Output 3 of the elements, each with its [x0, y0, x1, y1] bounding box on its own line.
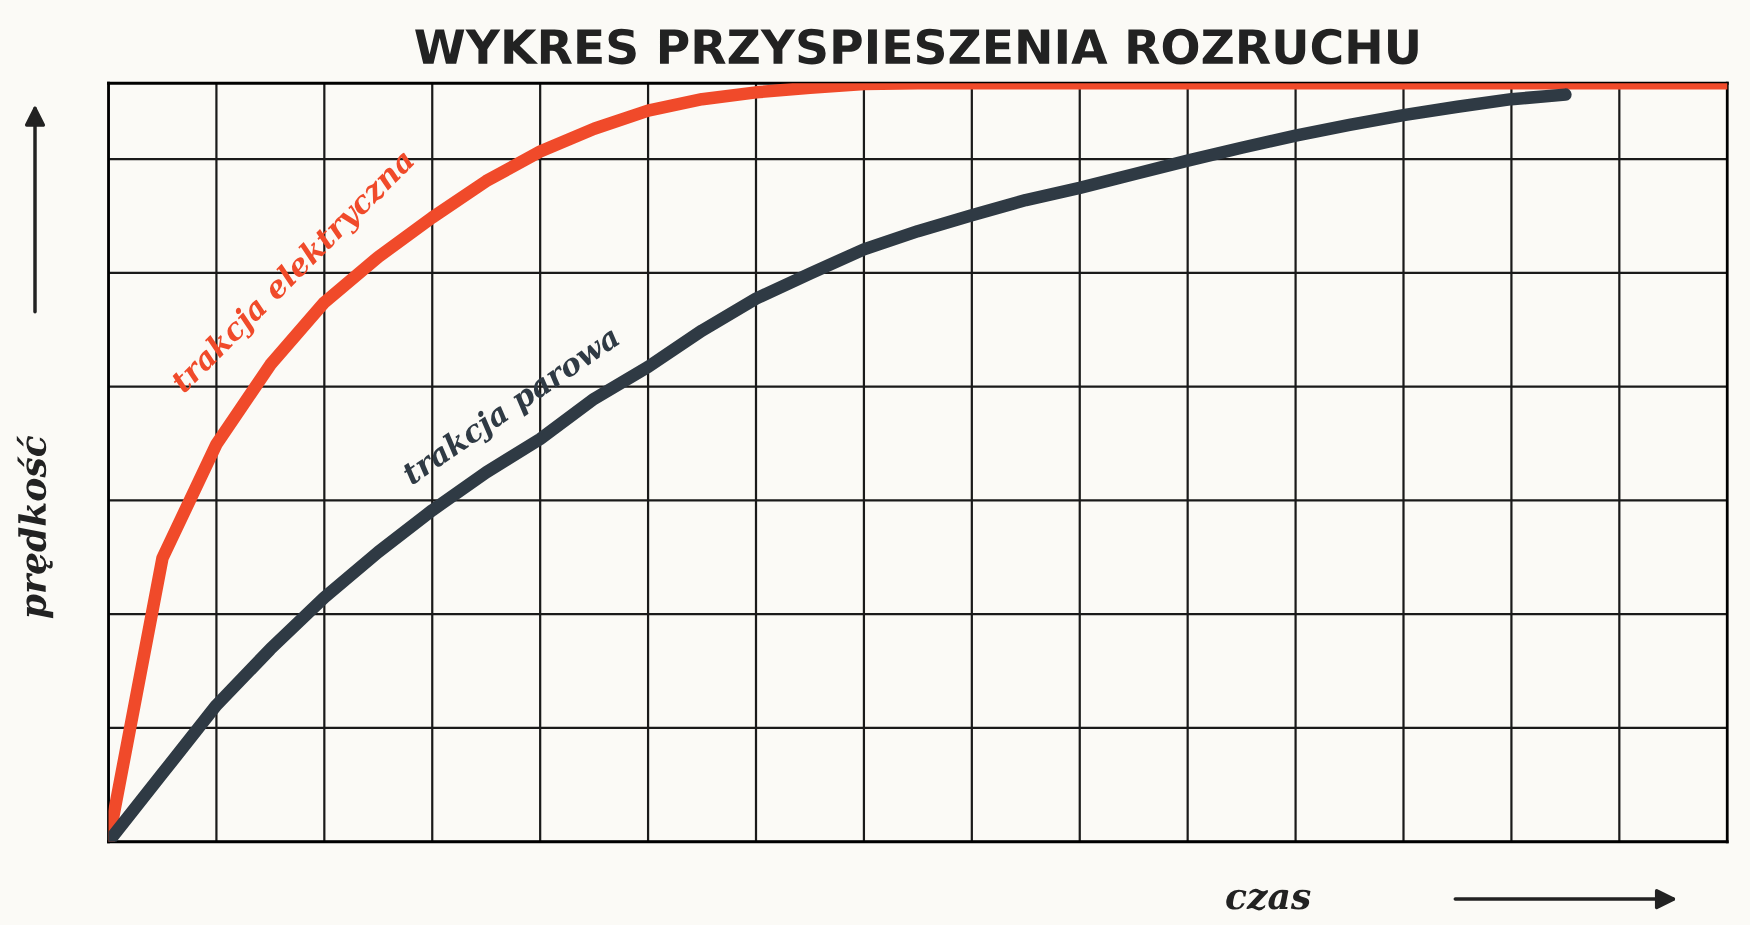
x-axis-title: czas — [1226, 888, 1311, 911]
y-axis-title: prędkość — [16, 435, 54, 619]
chart-title: WYKRES PRZYSPIESZENIA ROZRUCHU — [415, 28, 1418, 65]
